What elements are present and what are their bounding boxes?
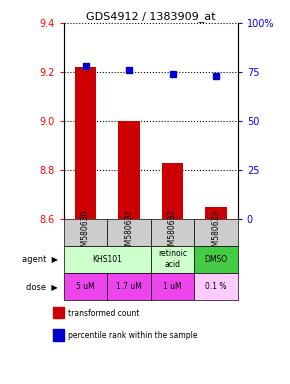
Bar	[75, 67, 96, 219]
FancyBboxPatch shape	[151, 219, 194, 246]
Bar	[118, 121, 140, 219]
FancyBboxPatch shape	[64, 219, 107, 246]
FancyBboxPatch shape	[151, 246, 194, 273]
Text: agent  ▶: agent ▶	[22, 255, 58, 264]
FancyBboxPatch shape	[64, 273, 107, 300]
FancyBboxPatch shape	[107, 219, 151, 246]
FancyBboxPatch shape	[151, 273, 194, 300]
FancyBboxPatch shape	[194, 273, 238, 300]
Text: retinoic
acid: retinoic acid	[158, 250, 187, 269]
Text: 1 uM: 1 uM	[163, 281, 182, 291]
Text: percentile rank within the sample: percentile rank within the sample	[68, 331, 198, 340]
Text: transformed count: transformed count	[68, 309, 139, 318]
Text: 1.7 uM: 1.7 uM	[116, 281, 142, 291]
Bar	[162, 162, 183, 219]
Bar	[53, 329, 64, 341]
Text: GSM580633: GSM580633	[211, 209, 221, 255]
Text: KHS101: KHS101	[92, 255, 122, 264]
Bar	[53, 307, 64, 318]
Text: 0.1 %: 0.1 %	[205, 281, 227, 291]
Text: dose  ▶: dose ▶	[26, 281, 58, 291]
Text: GSM580632: GSM580632	[168, 209, 177, 255]
FancyBboxPatch shape	[107, 273, 151, 300]
FancyBboxPatch shape	[194, 246, 238, 273]
Text: DMSO: DMSO	[204, 255, 228, 264]
Bar	[205, 207, 227, 219]
Text: 5 uM: 5 uM	[76, 281, 95, 291]
Title: GDS4912 / 1383909_at: GDS4912 / 1383909_at	[86, 11, 215, 22]
Text: GSM580630: GSM580630	[81, 209, 90, 255]
FancyBboxPatch shape	[194, 219, 238, 246]
FancyBboxPatch shape	[64, 246, 151, 273]
Text: GSM580631: GSM580631	[124, 209, 134, 255]
